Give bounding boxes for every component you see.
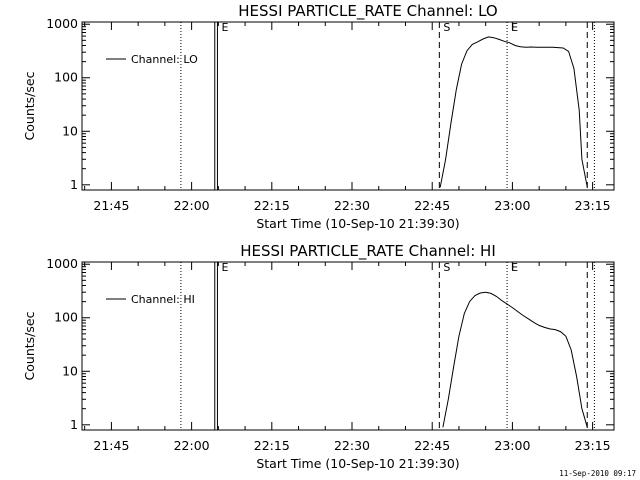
ch1-chart-title: HESSI PARTICLE_RATE Channel: HI [240,242,496,261]
ch0-y-tick-label: 1000 [46,16,78,31]
ch1-x-tick-label: 21:45 [93,438,129,453]
ch0-y-tick-label: 10 [62,123,78,138]
ch0-x-tick-label: 22:30 [334,198,370,213]
ch1-event-marker-label: S [443,261,450,274]
ch1-x-tick-label: 23:00 [494,438,530,453]
ch1-event-marker-label: E [221,261,228,274]
ch1-x-tick-label: 23:15 [575,438,611,453]
ch1-y-tick-label: 100 [54,310,78,325]
ch1-y-tick-label: 1000 [46,256,78,271]
generation-timestamp: 11-Sep-2010 09:17 [559,469,636,478]
ch1-legend-label: Channel: HI [131,293,195,306]
ch0-y-axis-label: Counts/sec [22,71,37,140]
ch0-event-marker-label: E [511,21,518,34]
ch0-y-tick-label: 1 [70,177,78,192]
ch1-x-tick-label: 22:15 [254,438,290,453]
ch0-y-tick-label: 100 [54,70,78,85]
ch1-x-tick-label: 22:45 [414,438,450,453]
ch0-x-tick-label: 21:45 [93,198,129,213]
ch0-x-tick-label: 22:15 [254,198,290,213]
ch1-x-tick-label: 22:00 [174,438,210,453]
chart-panel-lo: HESSI PARTICLE_RATE Channel: LO Counts/se… [22,2,615,231]
ch1-x-tick-label: 22:30 [334,438,370,453]
ch1-plot-frame [81,261,615,431]
ch1-y-tick-label: 1 [70,417,78,432]
ch0-legend-label: Channel: LO [131,53,198,66]
ch0-series-line [439,36,588,188]
ch0-x-tick-label: 22:00 [174,198,210,213]
chart-panel-hi: HESSI PARTICLE_RATE Channel: HI Counts/se… [22,242,615,471]
ch0-event-marker-label: S [443,21,450,34]
ch0-x-tick-label: 23:00 [494,198,530,213]
ch0-x-axis-label: Start Time (10-Sep-10 21:39:30) [256,216,459,231]
ch1-event-marker-label: E [511,261,518,274]
ch1-y-tick-label: 10 [62,363,78,378]
ch0-x-tick-label: 22:45 [414,198,450,213]
ch1-x-axis-label: Start Time (10-Sep-10 21:39:30) [256,456,459,471]
ch1-y-axis-label: Counts/sec [22,311,37,380]
ch1-series-line [442,291,588,428]
ch0-event-marker-label: E [221,21,228,34]
ch0-x-tick-label: 23:15 [575,198,611,213]
ch0-chart-title: HESSI PARTICLE_RATE Channel: LO [238,2,497,21]
